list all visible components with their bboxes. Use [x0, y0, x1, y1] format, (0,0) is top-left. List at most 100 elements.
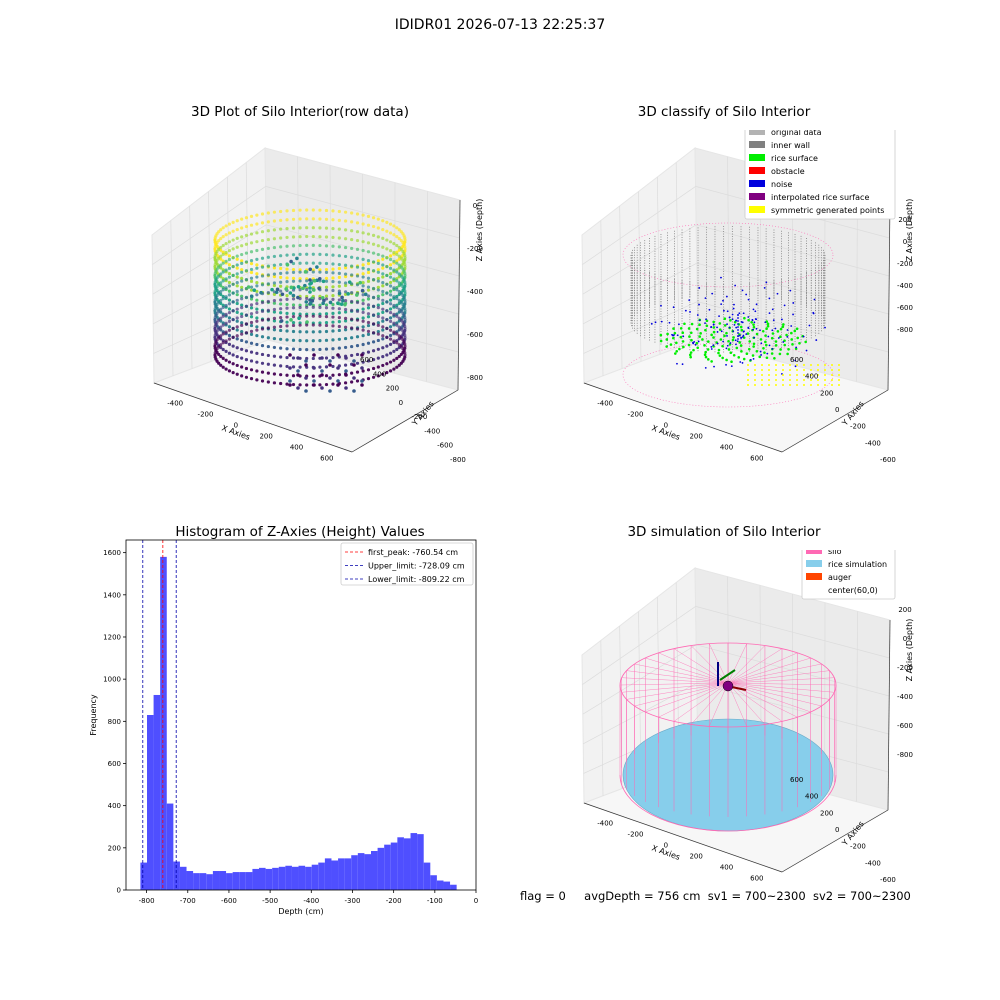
- data-point: [305, 243, 309, 248]
- silo-roof-line: [645, 682, 729, 713]
- data-point: [235, 263, 239, 267]
- rice-surface-point: [689, 351, 693, 354]
- rice-surface-point: [704, 328, 707, 332]
- data-point: [217, 336, 221, 340]
- noise-point: [718, 315, 720, 318]
- data-point: [337, 245, 341, 249]
- data-point: [337, 227, 341, 231]
- data-point: [235, 310, 239, 314]
- histogram-bar: [430, 875, 437, 890]
- data-point: [366, 303, 371, 307]
- data-point: [249, 294, 254, 299]
- data-point: [305, 296, 309, 301]
- data-point: [285, 262, 290, 267]
- data-point: [235, 275, 239, 279]
- rice-surface-point: [710, 360, 713, 363]
- y-tick-label: 1200: [103, 633, 121, 641]
- rice-surface-point: [739, 344, 743, 347]
- legend-swatch: [806, 550, 822, 554]
- histogram-bar: [291, 866, 299, 890]
- data-point: [385, 335, 389, 339]
- legend-label: symmetric generated points: [771, 206, 884, 215]
- data-point: [311, 314, 315, 318]
- symmetric-point: [803, 384, 805, 386]
- noise-point: [768, 344, 771, 347]
- data-point: [266, 371, 270, 375]
- data-point: [317, 286, 321, 291]
- y-tick-label: -400: [865, 859, 881, 867]
- noise-point: [704, 367, 707, 369]
- data-point: [381, 293, 385, 297]
- data-point: [318, 297, 322, 301]
- rice-surface-point: [718, 328, 722, 331]
- data-point: [285, 209, 289, 213]
- data-point: [337, 328, 341, 333]
- data-point: [266, 326, 270, 330]
- rice-surface-point: [740, 350, 743, 353]
- noise-point: [704, 322, 706, 325]
- data-point: [331, 315, 335, 319]
- rice-surface-point: [712, 326, 716, 329]
- data-point: [312, 279, 317, 283]
- data-point: [336, 379, 340, 383]
- symmetric-point: [789, 374, 791, 376]
- noise-point: [725, 347, 728, 350]
- noise-point: [688, 299, 691, 302]
- symmetric-point: [754, 374, 756, 376]
- data-point: [266, 220, 270, 224]
- rice-surface-point: [659, 339, 663, 343]
- data-point: [361, 342, 365, 347]
- data-point: [355, 230, 360, 234]
- data-point: [341, 298, 345, 303]
- data-point: [235, 301, 239, 306]
- rice-surface-point: [737, 356, 741, 359]
- silo-roof-line: [626, 682, 729, 700]
- data-point: [371, 224, 376, 229]
- data-point: [298, 279, 302, 283]
- data-point: [227, 307, 232, 311]
- data-point: [296, 369, 300, 373]
- data-point: [337, 298, 341, 302]
- histogram-bar: [219, 871, 227, 890]
- z-tick-label: -800: [897, 326, 913, 334]
- data-point: [385, 326, 389, 331]
- noise-point: [698, 287, 701, 289]
- data-point: [240, 226, 244, 230]
- data-point: [279, 311, 283, 315]
- rice-surface-point: [698, 335, 702, 338]
- data-point: [344, 369, 348, 373]
- data-point: [350, 299, 354, 304]
- data-point: [366, 350, 371, 354]
- data-point: [397, 228, 401, 232]
- rice-surface-point: [698, 323, 701, 327]
- data-point: [376, 270, 380, 274]
- data-point: [249, 306, 254, 310]
- data-point: [219, 298, 223, 303]
- data-point: [388, 337, 393, 341]
- noise-point: [741, 362, 744, 364]
- rice-surface-point: [678, 347, 681, 351]
- legend-label: inner wall: [771, 141, 810, 150]
- data-point: [231, 229, 235, 233]
- rice-surface-point: [764, 334, 767, 337]
- data-point: [331, 320, 335, 324]
- data-point: [381, 257, 385, 261]
- data-point: [397, 290, 401, 294]
- data-point: [381, 245, 385, 249]
- data-point: [224, 242, 228, 246]
- rice-surface-point: [727, 339, 730, 343]
- data-point: [266, 246, 270, 251]
- data-point: [311, 234, 315, 239]
- noise-point: [708, 308, 711, 311]
- data-point: [331, 271, 335, 275]
- data-point: [318, 261, 322, 265]
- rice-surface-point: [791, 343, 794, 346]
- data-point: [363, 292, 368, 297]
- data-point: [291, 261, 296, 266]
- data-point: [343, 275, 348, 279]
- rice-surface-point: [763, 351, 766, 354]
- z-tick-label: -600: [467, 331, 483, 339]
- data-point: [381, 298, 385, 302]
- data-point: [347, 280, 352, 284]
- data-point: [361, 360, 365, 364]
